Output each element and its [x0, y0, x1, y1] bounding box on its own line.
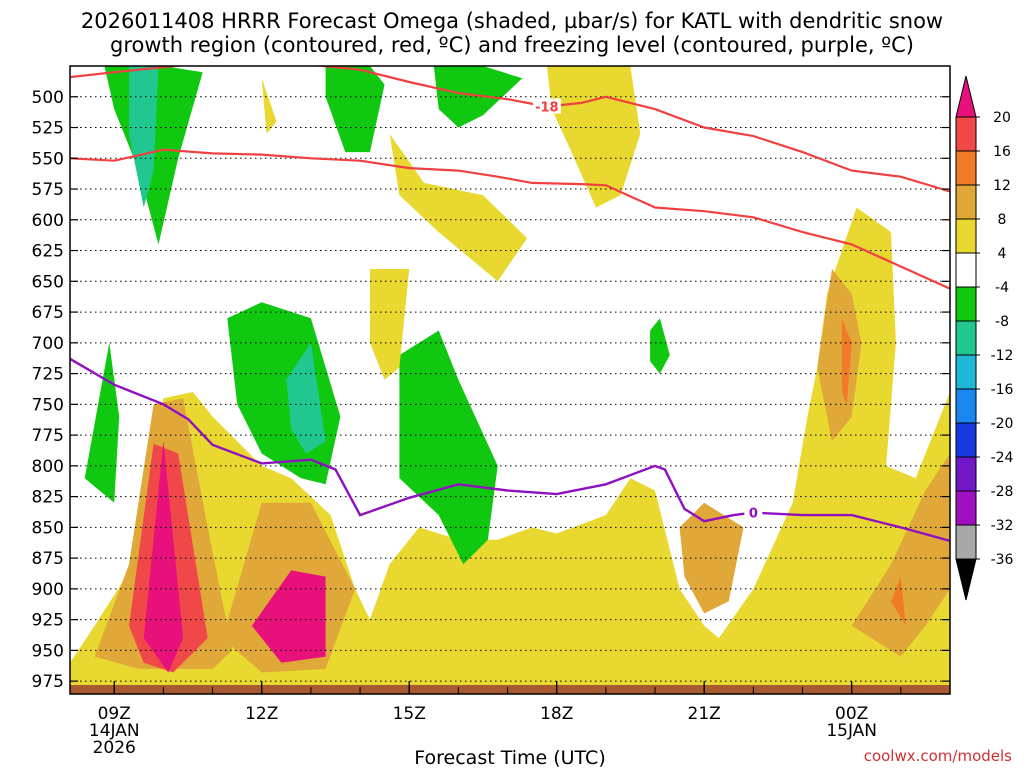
- dendritic-contour-0: [70, 148, 950, 290]
- freezing-label-bg: [744, 504, 763, 520]
- colorbar-bin-6: [955, 286, 977, 322]
- colorbar-top-triangle: [955, 75, 977, 118]
- omega-region-18: [369, 269, 410, 380]
- y-tick-label-950: 950: [32, 641, 64, 661]
- omega-region-17: [261, 78, 277, 134]
- colorbar-bin-2: [955, 150, 977, 186]
- dendritic-contour-1: [70, 66, 950, 193]
- y-tick-label-900: 900: [32, 580, 64, 600]
- colorbar-label-0: 20: [993, 110, 1011, 126]
- y-tick-label-750: 750: [32, 395, 64, 415]
- freezing-level-label: 0: [749, 507, 758, 522]
- colorbar-label-7: -12: [991, 348, 1014, 364]
- chart-title-line2: growth region (contoured, red, ºC) and f…: [110, 33, 914, 57]
- x-tick-year-09Z: 2026: [93, 738, 136, 758]
- colorbar-bin-12: [955, 490, 977, 526]
- colorbar-label-6: -8: [995, 314, 1009, 330]
- omega-region-23: [891, 576, 906, 626]
- dendritic-contour-label: -18: [535, 101, 559, 116]
- y-axis: 500 525 550 575 600 625 650 675 700 725 750 775 800 8…: [32, 88, 950, 692]
- colorbar-bin-11: [955, 456, 977, 492]
- omega-region-15: [546, 66, 641, 208]
- colorbar-bin-13: [955, 524, 977, 560]
- omega-region-12: [325, 66, 385, 153]
- x-tick-label-21Z: 21Z: [688, 704, 721, 724]
- y-tick-label-600: 600: [32, 211, 64, 231]
- colorbar-bin-10: [955, 422, 977, 458]
- colorbar-label-12: -32: [991, 518, 1014, 534]
- x-axis-label: Forecast Time (UTC): [414, 747, 605, 768]
- x-tick-date-00Z: 15JAN: [826, 721, 877, 741]
- pressure-gridlines: [70, 96, 950, 682]
- colorbar-label-8: -16: [991, 382, 1014, 398]
- colorbar-bin-8: [955, 354, 977, 390]
- y-tick-label-875: 875: [32, 549, 64, 569]
- y-tick-label-975: 975: [32, 672, 64, 692]
- omega-region-3: [143, 441, 184, 673]
- colorbar-label-9: -20: [991, 416, 1014, 432]
- plot-frame: [69, 65, 951, 695]
- y-tick-label-850: 850: [32, 518, 64, 538]
- x-tick-label-18Z: 18Z: [540, 704, 573, 724]
- y-tick-label-800: 800: [32, 457, 64, 477]
- colorbar-label-1: 16: [993, 144, 1011, 160]
- omega-region-11: [399, 330, 498, 565]
- omega-region-6: [84, 342, 120, 503]
- colorbar-label-5: -4: [995, 280, 1009, 296]
- colorbar-bottom-triangle: [955, 558, 977, 601]
- y-tick-label-925: 925: [32, 611, 64, 631]
- colorbar-bin-9: [955, 388, 977, 424]
- omega-region-21: [679, 502, 744, 614]
- chart-title-line1: 2026011408 HRRR Forecast Omega (shaded, …: [81, 9, 943, 33]
- x-tick-label-12Z: 12Z: [245, 704, 278, 724]
- y-tick-label-625: 625: [32, 242, 64, 262]
- y-tick-label-525: 525: [32, 119, 64, 139]
- x-tick-label-00Z: 00Z: [835, 704, 868, 724]
- omega-region-16: [389, 133, 528, 282]
- colorbar-bin-3: [955, 184, 977, 220]
- colorbar-label-2: 12: [993, 178, 1011, 194]
- omega-shading: [70, 66, 950, 691]
- colorbar: 20 16 12 8 4 -4 -8 -12 -16 -20 -24 -28 -32 -36: [955, 75, 1014, 601]
- y-tick-label-825: 825: [32, 488, 64, 508]
- x-tick-label-15Z: 15Z: [393, 704, 426, 724]
- omega-region-5: [251, 570, 326, 663]
- omega-region-22: [851, 453, 950, 657]
- colorbar-label-4: 4: [998, 246, 1007, 262]
- dendritic-label-bg: [532, 98, 561, 114]
- x-tick-date-09Z: 14JAN: [89, 721, 140, 741]
- omega-region-14: [650, 318, 670, 374]
- colorbar-label-3: 8: [998, 212, 1007, 228]
- y-tick-label-675: 675: [32, 303, 64, 323]
- ground-strip: [70, 685, 950, 694]
- x-tick-label-09Z: 09Z: [98, 704, 131, 724]
- y-tick-label-500: 500: [32, 88, 64, 108]
- credit-text: coolwx.com/models: [864, 747, 1012, 765]
- omega-region-8: [129, 66, 159, 208]
- colorbar-label-13: -36: [991, 552, 1014, 568]
- colorbar-bin-1: [955, 116, 977, 152]
- colorbar-label-11: -28: [991, 484, 1014, 500]
- y-tick-label-700: 700: [32, 334, 64, 354]
- y-tick-label-650: 650: [32, 272, 64, 292]
- colorbar-bin-7: [955, 320, 977, 356]
- y-tick-label-575: 575: [32, 180, 64, 200]
- contours: -18 0: [70, 66, 950, 543]
- omega-region-10: [286, 342, 326, 454]
- colorbar-bin-5: [955, 252, 977, 288]
- omega-region-13: [433, 66, 523, 128]
- y-tick-label-550: 550: [32, 149, 64, 169]
- omega-region-20: [841, 318, 852, 405]
- colorbar-bin-4: [955, 218, 977, 254]
- y-tick-label-725: 725: [32, 365, 64, 385]
- y-tick-label-775: 775: [32, 426, 64, 446]
- colorbar-label-10: -24: [991, 450, 1014, 466]
